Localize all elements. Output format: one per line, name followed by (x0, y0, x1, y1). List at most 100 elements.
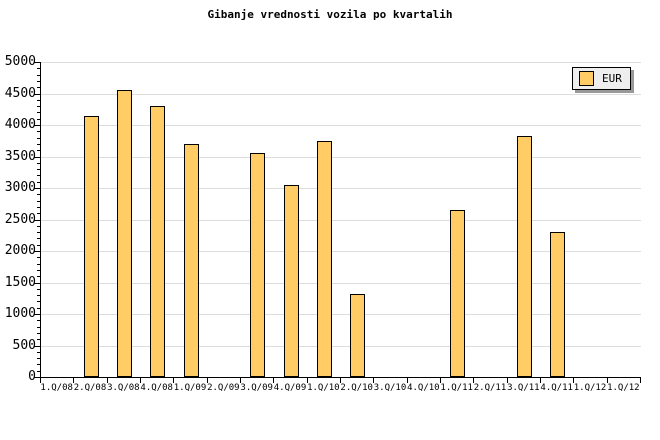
y-axis-label: 1500 (4, 274, 36, 290)
x-axis-tick (506, 378, 508, 383)
y-axis-label: 3000 (4, 180, 36, 195)
y-minor-tick (37, 181, 40, 183)
x-axis-tick (173, 378, 175, 383)
y-minor-tick (37, 257, 40, 259)
y-minor-tick (37, 194, 40, 196)
x-axis-label: 2.Q/10 (340, 383, 373, 393)
y-minor-tick (37, 295, 40, 297)
y-minor-tick (37, 143, 40, 145)
bar (316, 140, 332, 377)
gridline (41, 314, 641, 315)
y-axis-label: 500 (12, 337, 36, 353)
y-minor-tick (37, 213, 40, 215)
x-axis-tick (340, 378, 341, 383)
y-major-tick (34, 156, 40, 158)
x-axis-tick (473, 378, 475, 383)
y-major-tick (34, 62, 40, 63)
y-minor-tick (37, 106, 40, 108)
x-axis-label: 4.Q/08 (140, 383, 173, 393)
y-axis-label: 0 (28, 369, 36, 384)
x-axis-tick (206, 378, 208, 383)
y-minor-tick (37, 206, 40, 208)
y-minor-tick (37, 326, 40, 328)
y-axis-label: 2500 (4, 211, 36, 227)
x-axis-tick (306, 378, 308, 383)
y-minor-tick (37, 200, 40, 202)
x-axis-label: 3.Q/09 (240, 383, 273, 393)
y-minor-tick (37, 112, 40, 114)
plot-area (40, 62, 641, 378)
x-axis-label: 4.Q/09 (273, 383, 307, 393)
bar (183, 143, 199, 377)
y-minor-tick (37, 276, 40, 278)
x-axis-label: 2.Q/09 (207, 383, 240, 393)
y-axis-label: 3500 (4, 148, 36, 164)
legend-label: EUR (602, 72, 622, 85)
gridline (41, 93, 641, 95)
y-major-tick (34, 377, 40, 378)
y-minor-tick (37, 288, 40, 290)
bar (450, 210, 466, 377)
x-axis-tick (440, 378, 441, 383)
y-axis-label: 1000 (4, 306, 36, 321)
x-axis-tick (540, 378, 541, 383)
bar (516, 136, 532, 377)
x-axis-tick (373, 378, 375, 383)
y-minor-tick (37, 225, 40, 227)
bar (250, 153, 266, 377)
y-minor-tick (37, 99, 40, 101)
y-minor-tick (37, 339, 40, 341)
y-minor-tick (37, 364, 40, 366)
x-axis-tick (140, 378, 141, 383)
y-minor-tick (37, 87, 40, 89)
x-axis-label: 1.Q/08 (40, 383, 73, 393)
bar (283, 184, 299, 377)
x-axis-label: 1.Q/12 (607, 383, 640, 393)
y-axis-label: 4000 (4, 117, 36, 132)
x-axis-tick (640, 378, 641, 383)
x-axis-label: 3.Q/08 (107, 383, 140, 393)
bar (116, 90, 132, 377)
y-minor-tick (37, 358, 40, 360)
y-major-tick (34, 314, 40, 315)
gridline (41, 219, 641, 221)
chart-title: Gibanje vrednosti vozila po kvartalih (207, 8, 453, 21)
y-minor-tick (37, 307, 40, 309)
y-minor-tick (37, 263, 40, 265)
y-minor-tick (37, 175, 40, 177)
y-minor-tick (37, 74, 40, 76)
y-minor-tick (37, 238, 40, 240)
y-major-tick (34, 93, 40, 95)
y-minor-tick (37, 244, 40, 246)
x-axis-tick (573, 378, 575, 383)
y-minor-tick (37, 332, 40, 334)
x-axis-tick (606, 378, 608, 383)
bar (150, 106, 166, 377)
bar (83, 115, 99, 377)
y-minor-tick (37, 137, 40, 139)
y-minor-tick (37, 80, 40, 82)
x-axis-label: 1.Q/09 (173, 383, 207, 393)
x-axis-label: 3.Q/10 (373, 383, 407, 393)
x-axis-tick (240, 378, 241, 383)
x-axis-label: 2.Q/08 (73, 383, 107, 393)
y-major-tick (34, 282, 40, 284)
gridline (41, 125, 641, 126)
x-axis-tick (106, 378, 108, 383)
legend: EUR (572, 67, 631, 90)
y-minor-tick (37, 150, 40, 152)
y-minor-tick (37, 351, 40, 353)
y-minor-tick (37, 169, 40, 171)
x-axis-label: 4.Q/11 (540, 383, 573, 393)
gridline (41, 345, 641, 347)
y-major-tick (34, 251, 40, 252)
x-axis-label: 1.Q/10 (307, 383, 340, 393)
y-major-tick (34, 219, 40, 221)
x-axis-label: 1.Q/12 (573, 383, 607, 393)
gridline (41, 188, 641, 189)
y-major-tick (34, 125, 40, 126)
gridline (41, 282, 641, 284)
y-minor-tick (37, 162, 40, 164)
x-axis-tick (40, 378, 41, 383)
